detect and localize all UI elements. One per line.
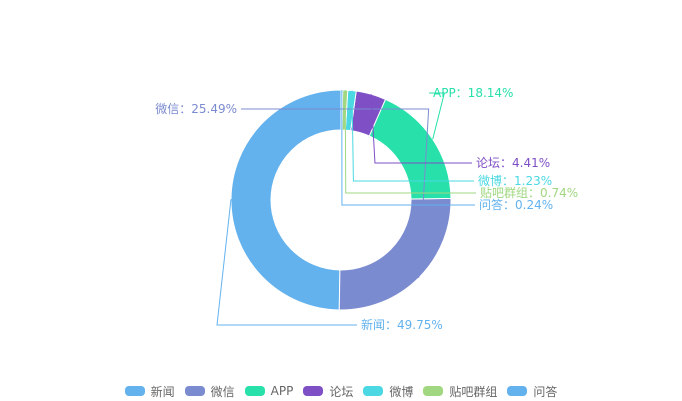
legend-swatch-1	[184, 386, 205, 396]
legend-label-6: 问答	[533, 384, 558, 399]
legend-swatch-0	[124, 386, 145, 396]
leader-line-0	[216, 199, 357, 326]
legend-swatch-4	[363, 386, 384, 396]
donut-slices	[230, 89, 452, 311]
legend-label-3: 论坛	[329, 384, 354, 399]
legend-swatch-5	[423, 386, 444, 396]
leader-line-1	[241, 108, 430, 278]
slice-label-5: 贴吧群组：0.74%	[480, 186, 578, 200]
slice-label-3: 论坛：4.41%	[476, 156, 550, 170]
legend-item-3[interactable]: 论坛	[303, 383, 353, 400]
legend-item-5[interactable]: 贴吧群组	[423, 383, 497, 400]
leader-line-4	[351, 90, 474, 182]
leader-line-6	[341, 90, 475, 206]
leader-line-2	[429, 92, 446, 140]
slice-label-1: 微信：25.49%	[155, 102, 237, 116]
slice-label-0: 新闻：49.75%	[361, 317, 443, 332]
leader-line-3	[370, 94, 472, 164]
slice-label-6: 问答：0.24%	[479, 197, 553, 212]
legend-label-1: 微信	[210, 384, 235, 399]
slice-1[interactable]	[338, 197, 452, 311]
legend-label-4: 微博	[389, 384, 414, 399]
legend-swatch-3	[303, 386, 324, 396]
legend-swatch-6	[507, 386, 528, 396]
legend-label-0: 新闻	[150, 384, 175, 399]
legend-label-2: APP	[270, 384, 294, 398]
slice-labels: 新闻：49.75% 微信：25.49% APP：18.14% 论坛：4.41% 微博：1…	[155, 86, 578, 332]
legend-item-1[interactable]: 微信	[184, 383, 235, 400]
legend-item-4[interactable]: 微博	[363, 383, 413, 400]
legend: 新闻 微信 APP 论坛 微博 贴吧群组 问答	[0, 381, 682, 401]
legend-label-5: 贴吧群组	[449, 384, 498, 399]
slice-label-4: 微博：1.23%	[478, 173, 552, 188]
legend-swatch-2	[244, 386, 265, 396]
slice-label-2: APP：18.14%	[433, 86, 513, 100]
slice-0[interactable]	[230, 89, 342, 311]
legend-item-0[interactable]: 新闻	[124, 383, 175, 400]
legend-item-2[interactable]: APP	[244, 384, 294, 398]
leader-line-5	[344, 90, 476, 194]
legend-item-6[interactable]: 问答	[507, 383, 557, 400]
